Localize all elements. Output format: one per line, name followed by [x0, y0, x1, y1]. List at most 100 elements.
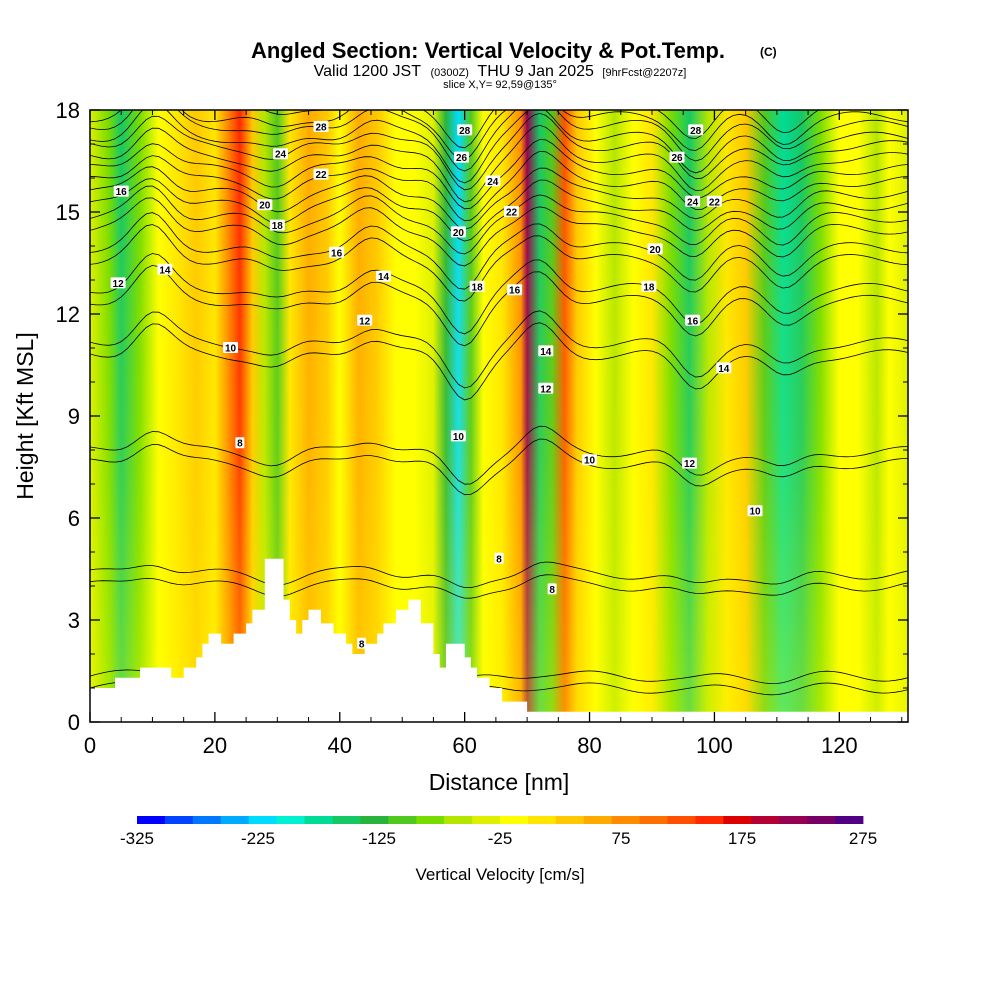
colorbar-tick-label: -25	[488, 829, 513, 848]
contour-label-16: 16	[113, 185, 129, 198]
theta-contour-10-1	[90, 425, 908, 485]
colorbar-swatch	[137, 816, 166, 824]
colorbar-swatch	[751, 816, 780, 824]
theta-contour-24-1	[90, 112, 908, 191]
colorbar-swatch	[500, 816, 529, 824]
y-tick-label: 18	[56, 98, 80, 123]
x-tick-label: 80	[577, 733, 601, 758]
contour-label-22: 22	[313, 168, 329, 181]
contour-label-text: 12	[540, 384, 552, 395]
contour-label-text: 24	[487, 177, 499, 188]
contour-label-8: 8	[547, 583, 557, 596]
x-tick-label: 0	[84, 733, 96, 758]
contour-label-text: 8	[237, 439, 243, 450]
colorbar-swatch	[667, 816, 696, 824]
contour-label-10: 10	[582, 454, 597, 467]
y-tick-label: 12	[56, 302, 80, 327]
theta-contour-16-1	[90, 212, 908, 290]
colorbar-tick-labels: -325 -225 -125 -25 75 175 275	[120, 829, 877, 848]
theta-contour-26-0	[90, 110, 908, 184]
contour-label-text: 18	[643, 282, 655, 293]
chart-title: Angled Section: Vertical Velocity & Pot.…	[251, 38, 725, 63]
theta-contour-28-0	[90, 110, 908, 161]
contour-label-12: 12	[110, 277, 126, 290]
contour-label-18: 18	[641, 280, 657, 293]
theta-contour-26-1	[90, 110, 908, 172]
contour-label-text: 10	[584, 456, 596, 467]
y-tick-label: 0	[68, 710, 80, 735]
terrain-mask	[90, 558, 908, 722]
contour-label-text: 16	[509, 286, 521, 297]
contour-label-text: 22	[315, 170, 327, 181]
colorbar-swatch	[472, 816, 501, 824]
contour-label-text: 20	[453, 228, 465, 239]
contour-label-22: 22	[706, 195, 722, 208]
contour-label-20: 20	[647, 243, 663, 256]
contour-label-text: 8	[359, 639, 365, 650]
colorbar-title: Vertical Velocity [cm/s]	[415, 865, 584, 884]
subtitle-forecast: [9hrFcst@2207z]	[602, 67, 686, 79]
contour-label-text: 14	[378, 272, 390, 283]
theta-contour-22-0	[90, 150, 908, 222]
contour-label-8: 8	[235, 437, 245, 450]
contour-labels: 16 12 14 10 8 28 24 22 20 18 16 14 12 8 28 26 24 22 20 18 16…	[110, 121, 763, 650]
colorbar-swatch	[388, 816, 417, 824]
theta-contour-10-0	[90, 438, 908, 496]
contour-label-text: 28	[690, 126, 702, 137]
contour-label-22: 22	[504, 206, 519, 219]
colorbar-tick-label: -125	[362, 829, 396, 848]
contour-label-text: 22	[506, 208, 518, 219]
theta-contour-20-1	[90, 166, 908, 230]
contour-label-20: 20	[450, 226, 466, 239]
contour-label-text: 16	[116, 187, 128, 198]
subtitle-date: THU 9 Jan 2025	[477, 63, 594, 80]
colorbar-tick-label: 175	[728, 829, 756, 848]
theta-contour-8-0	[90, 574, 908, 599]
colorbar-swatch	[248, 816, 278, 824]
contour-label-text: 14	[718, 364, 730, 375]
contour-label-text: 24	[275, 150, 287, 161]
contour-label-8: 8	[494, 552, 504, 565]
contour-label-text: 14	[540, 347, 552, 358]
contour-label-26: 26	[454, 151, 469, 164]
contour-label-text: 26	[456, 153, 468, 164]
theta-contours	[90, 110, 908, 696]
subtitle-valid: Valid 1200 JST	[314, 63, 422, 80]
contour-label-16: 16	[685, 314, 701, 327]
colorbar-swatch	[723, 816, 752, 824]
subtitle-utc: (0300Z)	[430, 67, 469, 79]
colorbar-swatch	[276, 816, 305, 824]
colorbar-swatch	[220, 816, 250, 824]
theta-contour-20-0	[90, 178, 908, 242]
x-tick-label: 60	[452, 733, 476, 758]
chart-title-unit: (C)	[760, 45, 777, 59]
y-tick-label: 9	[68, 404, 80, 429]
contour-label-26: 26	[669, 151, 685, 164]
contour-label-text: 10	[749, 507, 761, 518]
contour-label-14: 14	[157, 263, 173, 276]
y-tick-label: 6	[68, 506, 80, 531]
colorbar-swatch	[555, 816, 585, 824]
theta-contour-12-0	[90, 322, 908, 401]
contour-label-16: 16	[507, 284, 523, 297]
colorbar-tick-label: 275	[849, 829, 877, 848]
contour-label-8: 8	[357, 637, 367, 650]
contour-label-text: 12	[113, 279, 125, 290]
contour-label-10: 10	[747, 505, 763, 518]
theta-contour-8-1	[90, 561, 908, 588]
colorbar-swatch	[332, 816, 361, 824]
slice-label: slice X,Y= 92,59@135°	[443, 79, 557, 91]
contour-label-text: 10	[453, 432, 465, 443]
contour-label-28: 28	[457, 124, 473, 137]
colorbar-tick-label: -325	[120, 829, 154, 848]
colorbar-swatch	[807, 816, 836, 824]
theta-contour-18-1	[90, 185, 908, 255]
contour-label-text: 28	[459, 126, 471, 137]
x-tick-label: 100	[696, 733, 733, 758]
contour-label-12: 12	[538, 382, 554, 395]
x-tick-label: 20	[203, 733, 227, 758]
contour-label-18: 18	[469, 280, 485, 293]
y-axis-ticks: 0 3 6 9 12 15 18	[56, 98, 908, 735]
theta-contour-14-1	[90, 253, 908, 335]
